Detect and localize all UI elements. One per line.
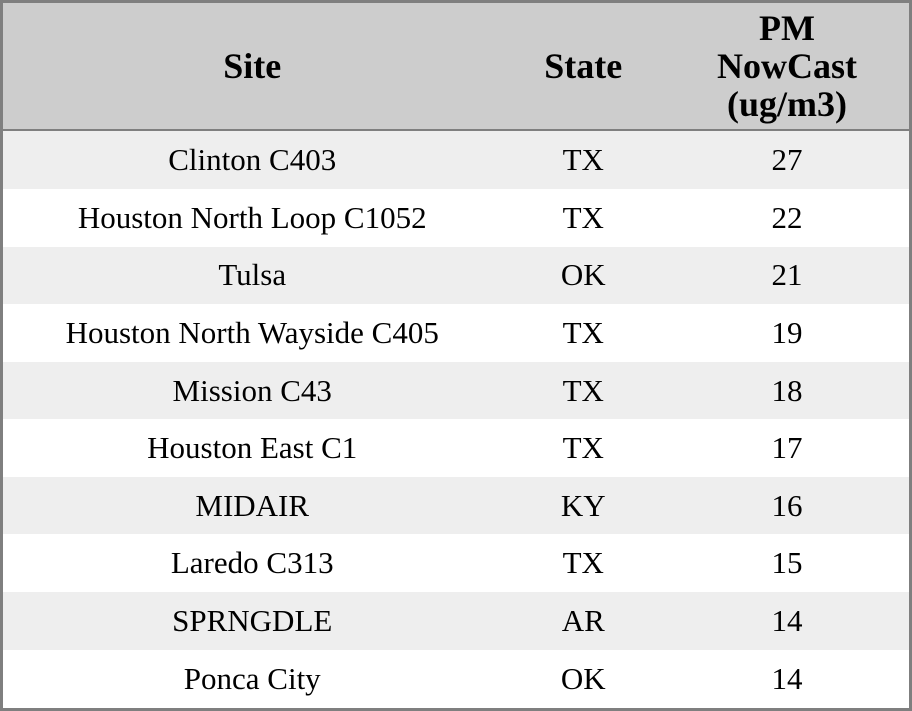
col-header-pm-line1: PM xyxy=(759,8,816,48)
pm-nowcast-cell: 19 xyxy=(771,315,803,350)
state-cell: TX xyxy=(562,372,604,408)
site-cell: Ponca City xyxy=(183,660,321,696)
col-header-site: Site xyxy=(1,1,502,131)
pm-nowcast-cell: 16 xyxy=(771,487,803,523)
state-cell: OK xyxy=(560,257,606,293)
table-row: Tulsa OK 21 xyxy=(1,246,911,305)
table-row: Houston North Loop C1052 TX 22 xyxy=(1,189,911,247)
state-cell: AR xyxy=(561,602,605,638)
state-cell: TX xyxy=(562,430,604,466)
pm-nowcast-cell: 27 xyxy=(771,142,803,178)
col-header-pm-nowcast: PM NowCast (ug/m3) xyxy=(665,1,911,131)
site-cell: Houston North Loop C1052 xyxy=(77,199,427,235)
site-cell: SPRNGDLE xyxy=(172,602,333,638)
table-row: Clinton C403 TX 27 xyxy=(1,130,911,190)
state-cell: TX xyxy=(562,315,604,350)
state-cell: TX xyxy=(562,199,604,235)
pm-nowcast-cell: 14 xyxy=(771,602,803,638)
state-cell: TX xyxy=(562,142,604,178)
state-cell: KY xyxy=(560,487,606,523)
table-row: Ponca City OK 14 xyxy=(1,649,911,710)
col-header-pm-line2: NowCast xyxy=(717,46,858,86)
table-row: Houston East C1 TX 17 xyxy=(1,419,911,477)
pm-nowcast-cell: 17 xyxy=(771,430,803,466)
state-cell: OK xyxy=(560,660,606,696)
site-cell: Houston North Wayside C405 xyxy=(65,315,439,350)
pm-nowcast-cell: 15 xyxy=(771,545,803,581)
col-header-state: State xyxy=(501,1,666,131)
state-cell: TX xyxy=(562,545,604,581)
site-cell: MIDAIR xyxy=(195,487,310,523)
site-cell: Tulsa xyxy=(218,257,287,293)
table-row: Laredo C313 TX 15 xyxy=(1,534,911,592)
pm-nowcast-cell: 21 xyxy=(771,257,803,293)
col-header-state-label: State xyxy=(544,46,623,86)
table-body: Clinton C403 TX 27 Houston North Loop C1… xyxy=(1,130,911,710)
pm-nowcast-cell: 22 xyxy=(771,199,803,235)
table-row: Mission C43 TX 18 xyxy=(1,361,911,420)
col-header-site-label: Site xyxy=(223,46,282,86)
site-cell: Mission C43 xyxy=(172,372,332,408)
col-header-pm-line3: (ug/m3) xyxy=(727,84,848,124)
site-cell: Houston East C1 xyxy=(147,430,358,466)
table-row: Houston North Wayside C405 TX 19 xyxy=(1,304,911,362)
table-row: SPRNGDLE AR 14 xyxy=(1,591,911,650)
site-cell: Laredo C313 xyxy=(170,545,334,581)
header-row: Site State PM NowCast (ug/m3) xyxy=(1,1,911,131)
pm-nowcast-cell: 18 xyxy=(771,372,803,408)
pm-nowcast-cell: 14 xyxy=(771,660,803,696)
table-row: MIDAIR KY 16 xyxy=(1,476,911,535)
site-cell: Clinton C403 xyxy=(168,142,337,178)
table-header: Site State PM NowCast (ug/m3) xyxy=(1,1,911,131)
